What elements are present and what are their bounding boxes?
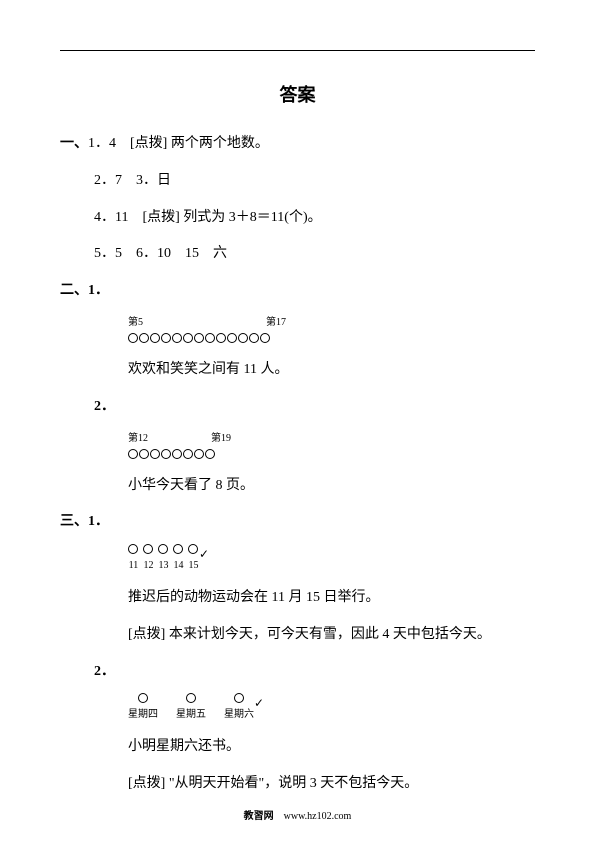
s3-q1-diagram: 11 12 13 14 15✓	[60, 544, 535, 575]
s3-q1-n3: 14	[174, 560, 184, 571]
section-3-label: 三、	[60, 514, 88, 529]
section-2-header: 二、1．	[60, 276, 535, 307]
s1-item-2: 4．11 [点拨] 列式为 3＋8＝11(个)。	[60, 203, 535, 234]
section-2-label: 二、	[60, 283, 88, 298]
s2-q2-right-label: 第19	[211, 433, 231, 444]
s3-q1-label: 1．	[88, 514, 109, 529]
s2-q2-answer: 小华今天看了 8 页。	[60, 471, 535, 502]
s3-q2-d1: 星期五	[176, 709, 206, 720]
s3-q1-answer: 推迟后的动物运动会在 11 月 15 日举行。	[60, 583, 535, 614]
s3-q2-hint: [点拨] "从明天开始看"，说明 3 天不包括今天。	[60, 769, 535, 800]
s3-q2-label: 2．	[60, 657, 535, 688]
s3-q2-d0: 星期四	[128, 709, 158, 720]
s2-q2-circles	[128, 445, 535, 463]
page-title: 答案	[60, 81, 535, 107]
s3-q1-n1: 12	[144, 560, 154, 571]
s2-q1-circles	[128, 329, 535, 347]
footer-site: 教習网	[244, 811, 274, 822]
s3-q1-n4: 15	[189, 560, 199, 571]
s2-q2-left-label: 第12	[128, 433, 148, 444]
s2-q1-right-label: 第17	[266, 317, 286, 328]
s2-q1-label: 1．	[88, 283, 109, 298]
s1-item-1: 2．7 3．日	[60, 166, 535, 197]
check-icon: ✓	[254, 696, 264, 712]
s2-q2-diagram: 第12 第19	[60, 429, 535, 463]
top-rule	[60, 50, 535, 51]
s2-q1-diagram: 第5 第17	[60, 313, 535, 347]
s3-q1-hint: [点拨] 本来计划今天，可今天有雪，因此 4 天中包括今天。	[60, 620, 535, 651]
s2-q1-answer: 欢欢和笑笑之间有 11 人。	[60, 355, 535, 386]
s3-q1-n0: 11	[129, 560, 139, 571]
footer: 教習网 www.hz102.com	[0, 807, 595, 822]
s1-item-0: 1．4 [点拨] 两个两个地数。	[88, 136, 269, 151]
s3-q2-d2: 星期六	[224, 709, 254, 720]
section-1-label: 一、	[60, 136, 88, 151]
footer-url: www.hz102.com	[284, 811, 352, 822]
page: 答案 一、1．4 [点拨] 两个两个地数。 2．7 3．日 4．11 [点拨] …	[0, 0, 595, 826]
s1-item-3: 5．5 6．10 15 六	[60, 239, 535, 270]
check-icon: ✓	[199, 547, 209, 563]
section-3-header: 三、1．	[60, 507, 535, 538]
s2-q2-label: 2．	[60, 392, 535, 423]
s3-q1-n2: 13	[159, 560, 169, 571]
s3-q2-answer: 小明星期六还书。	[60, 732, 535, 763]
section-1-line-1: 一、1．4 [点拨] 两个两个地数。	[60, 129, 535, 160]
s3-q2-diagram: 星期四 星期五 星期六✓	[60, 693, 535, 724]
s2-q1-left-label: 第5	[128, 317, 143, 328]
